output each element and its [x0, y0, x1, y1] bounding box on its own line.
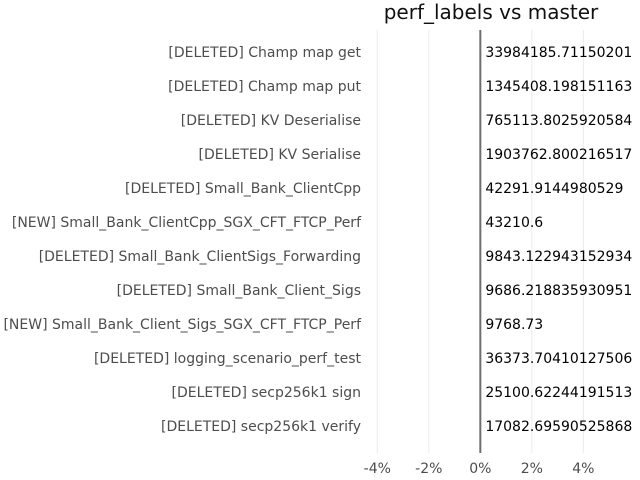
- x-tick-label: 0%: [469, 461, 491, 477]
- value-label: 36373.70410127506: [485, 351, 632, 367]
- category-label: [NEW] Small_Bank_Client_Sigs_SGX_CFT_FTC…: [3, 317, 362, 333]
- category-label: [NEW] Small_Bank_ClientCpp_SGX_CFT_FTCP_…: [12, 215, 362, 231]
- x-tick-label: -2%: [415, 461, 442, 477]
- value-label: 17082.69590525868: [485, 419, 632, 435]
- category-label: [DELETED] KV Deserialise: [181, 113, 361, 129]
- x-tick-label: 4%: [572, 461, 594, 477]
- tick-layer: -4% -2% 0% 2% 4%: [364, 461, 595, 477]
- value-label: 1345408.198151163: [485, 79, 632, 95]
- x-tick-label: 2%: [521, 461, 543, 477]
- value-label: 9843.122943152934: [485, 249, 632, 265]
- value-label: 25100.62244191513: [485, 385, 632, 401]
- category-label: [DELETED] Champ map put: [168, 79, 361, 95]
- category-label: [DELETED] logging_scenario_perf_test: [94, 351, 362, 367]
- value-label: 765113.8025920584: [485, 113, 632, 129]
- category-label: [DELETED] Small_Bank_Client_Sigs: [117, 283, 361, 299]
- category-label: [DELETED] secp256k1 sign: [172, 385, 361, 401]
- x-tick-label: -4%: [364, 461, 391, 477]
- category-label: [DELETED] KV Serialise: [199, 147, 361, 163]
- value-label: 33984185.71150201: [485, 45, 632, 61]
- value-label: 9768.73: [485, 317, 543, 333]
- category-label: [DELETED] Small_Bank_ClientSigs_Forwardi…: [39, 249, 361, 265]
- value-label: 9686.218835930951: [485, 283, 632, 299]
- grid-layer: [376, 30, 584, 453]
- chart-title: perf_labels vs master: [384, 0, 599, 24]
- label-layer: [DELETED] Champ map get 33984185.71150201…: [3, 45, 632, 435]
- value-label: 1903762.800216517: [485, 147, 632, 163]
- value-label: 43210.6: [485, 215, 543, 231]
- value-label: 42291.9144980529: [485, 181, 623, 197]
- category-label: [DELETED] Champ map get: [168, 45, 361, 61]
- category-label: [DELETED] Small_Bank_ClientCpp: [125, 181, 361, 197]
- category-label: [DELETED] secp256k1 verify: [161, 419, 361, 435]
